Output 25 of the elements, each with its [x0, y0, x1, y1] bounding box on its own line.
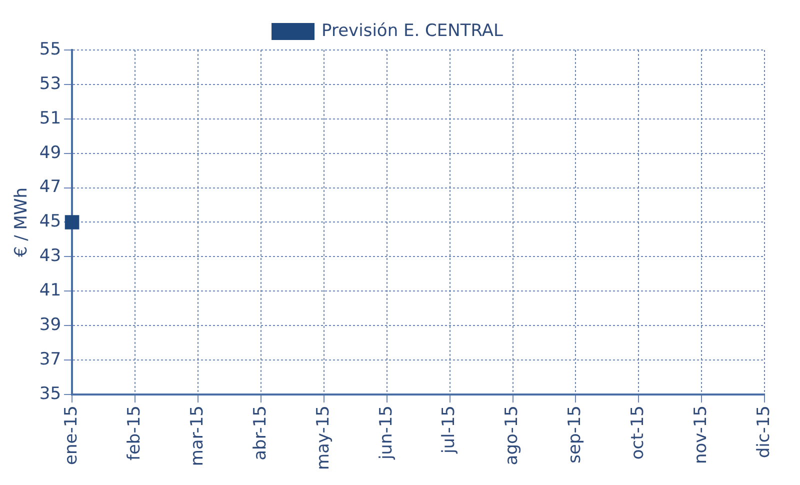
legend-label: Previsión E. CENTRAL	[322, 20, 504, 41]
y-tick-label: 39	[39, 315, 62, 336]
y-tick-label: 49	[39, 142, 62, 163]
x-tick-label: may-15	[313, 405, 334, 470]
y-tick-label: 37	[39, 349, 62, 370]
x-tick-label: oct-15	[628, 405, 648, 460]
x-tick-label: feb-15	[124, 405, 144, 461]
x-tick-label: ene-15	[61, 405, 82, 465]
y-tick-label: 51	[39, 108, 62, 128]
y-tick-label: 41	[39, 280, 62, 301]
x-tick-label: ago-15	[502, 405, 522, 466]
y-tick-label: 35	[39, 384, 62, 404]
x-tick-label: nov-15	[691, 405, 712, 464]
y-axis-title: € / MWh	[12, 187, 32, 258]
x-tick-label: jun-15	[376, 405, 396, 461]
x-tick-label: sep-15	[565, 405, 586, 464]
y-tick-label: 55	[39, 39, 62, 60]
y-tick-label: 45	[39, 212, 62, 232]
y-tick-label: 47	[39, 177, 62, 198]
x-tick-label: mar-15	[187, 405, 208, 466]
y-tick-label: 43	[39, 246, 62, 266]
x-tick-label: abr-15	[250, 405, 270, 460]
x-tick-label: dic-15	[754, 405, 774, 458]
x-tick-label: jul-15	[439, 405, 460, 454]
y-tick-label: 53	[39, 74, 62, 94]
